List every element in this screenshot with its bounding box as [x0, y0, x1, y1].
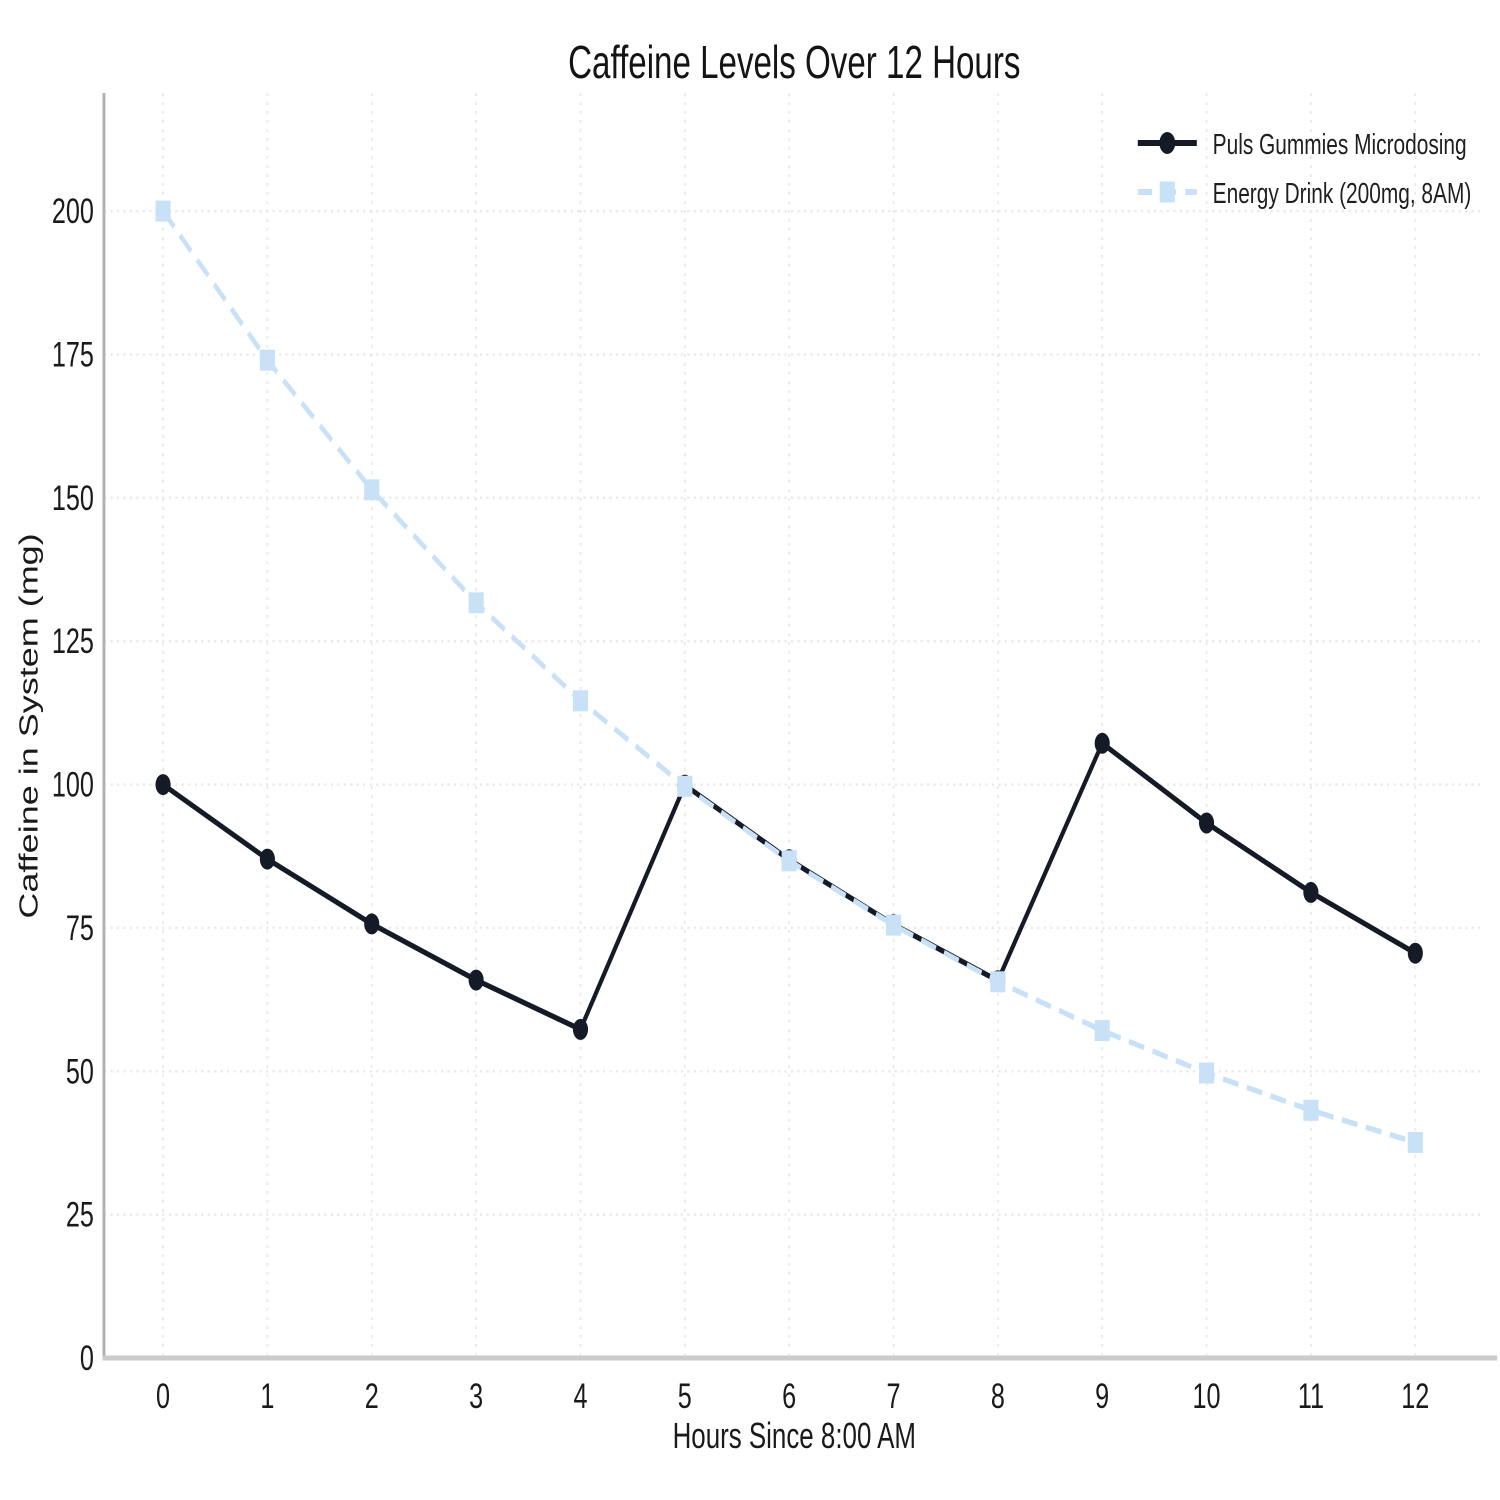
data-point-circle — [572, 1018, 589, 1040]
series-layer — [155, 200, 1423, 1153]
x-tick-label: 11 — [1298, 1377, 1324, 1416]
data-point-circle — [364, 913, 380, 935]
x-tick-label: 0 — [156, 1377, 170, 1416]
y-tick-label: 150 — [52, 479, 94, 518]
data-point-square — [990, 971, 1006, 993]
x-tick-label: 12 — [1401, 1377, 1429, 1416]
data-point-circle — [1198, 812, 1215, 834]
legend-item-gummies: Puls Gummies Microdosing — [1137, 129, 1467, 161]
legend-square-marker — [1159, 181, 1175, 203]
legend-item-energy-drink: Energy Drink (200mg, 8AM) — [1137, 178, 1472, 210]
x-tick-label: 5 — [678, 1377, 692, 1416]
data-point-square — [1198, 1062, 1215, 1084]
data-point-square — [259, 349, 275, 371]
data-point-circle — [1303, 881, 1319, 903]
data-point-circle — [155, 774, 171, 796]
data-point-square — [781, 850, 797, 872]
data-point-square — [572, 690, 589, 712]
legend-label-energy: Energy Drink (200mg, 8AM) — [1213, 178, 1472, 210]
legend-label-gummies: Puls Gummies Microdosing — [1213, 129, 1467, 161]
y-tick-label: 125 — [52, 622, 94, 661]
chart-title: Caffeine Levels Over 12 Hours — [568, 38, 1020, 88]
x-tick-label: 2 — [365, 1377, 379, 1416]
data-point-square — [1407, 1131, 1423, 1153]
data-point-square — [155, 200, 171, 222]
x-tick-label: 1 — [260, 1377, 274, 1416]
x-axis-label: Hours Since 8:00 AM — [673, 1416, 916, 1456]
y-axis-label: Caffeine in System (mg) — [14, 533, 43, 918]
data-point-square — [677, 775, 693, 797]
data-point-square — [364, 479, 380, 501]
y-tick-label: 75 — [66, 909, 94, 948]
gridlines — [103, 93, 1485, 1360]
data-point-circle — [468, 969, 484, 991]
data-point-square — [1094, 1020, 1110, 1042]
axes-spines — [102, 93, 1498, 1361]
y-tick-label: 25 — [66, 1196, 94, 1235]
y-tick-label: 175 — [52, 336, 94, 375]
data-point-square — [468, 592, 484, 614]
x-tick-label: 4 — [573, 1377, 587, 1416]
y-tick-label: 50 — [66, 1052, 94, 1091]
x-tick-label: 3 — [469, 1377, 483, 1416]
data-point-square — [885, 914, 902, 936]
data-point-square — [1303, 1099, 1319, 1121]
data-point-circle — [259, 848, 275, 870]
legend-circle-marker — [1159, 132, 1176, 154]
data-point-circle — [1094, 732, 1110, 754]
x-tick-label: 10 — [1193, 1377, 1221, 1416]
x-tick-label: 9 — [1095, 1377, 1109, 1416]
legend: Puls Gummies Microdosing Energy Drink (2… — [1137, 129, 1472, 210]
x-tick-label: 8 — [991, 1377, 1005, 1416]
y-tick-label: 100 — [52, 766, 94, 805]
x-tick-label: 7 — [887, 1377, 901, 1416]
x-tick-label: 6 — [782, 1377, 796, 1416]
y-tick-label: 200 — [52, 192, 94, 231]
y-tick-label: 0 — [80, 1339, 94, 1378]
data-point-circle — [1407, 942, 1423, 964]
